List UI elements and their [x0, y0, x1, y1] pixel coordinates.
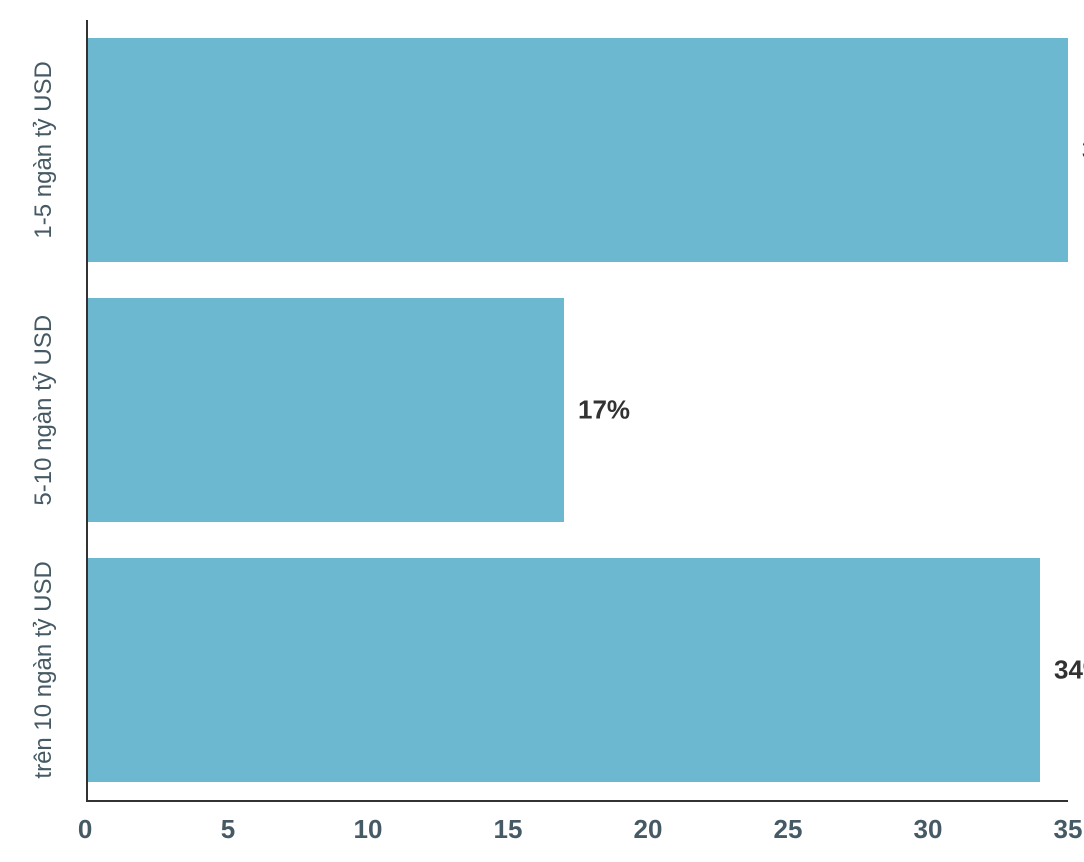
x-axis-line — [86, 800, 1068, 802]
x-tick-label: 30 — [914, 814, 943, 845]
category-label: 5-10 ngàn tỷ USD — [30, 298, 58, 522]
x-tick-label: 0 — [78, 814, 92, 845]
x-tick-label: 5 — [221, 814, 235, 845]
x-tick-label: 10 — [354, 814, 383, 845]
bar — [88, 38, 1068, 262]
bar — [88, 558, 1040, 782]
bar-value-label: 17% — [578, 395, 630, 426]
bar-value-label: 34% — [1054, 655, 1084, 686]
x-tick-label: 35 — [1054, 814, 1083, 845]
x-tick-label: 15 — [494, 814, 523, 845]
category-label: trên 10 ngàn tỷ USD — [30, 558, 58, 782]
category-label: 1-5 ngàn tỷ USD — [30, 38, 58, 262]
horizontal-bar-chart: 051015202530351-5 ngàn tỷ USD35%5-10 ngà… — [0, 0, 1084, 862]
bar — [88, 298, 564, 522]
x-tick-label: 25 — [774, 814, 803, 845]
x-tick-label: 20 — [634, 814, 663, 845]
